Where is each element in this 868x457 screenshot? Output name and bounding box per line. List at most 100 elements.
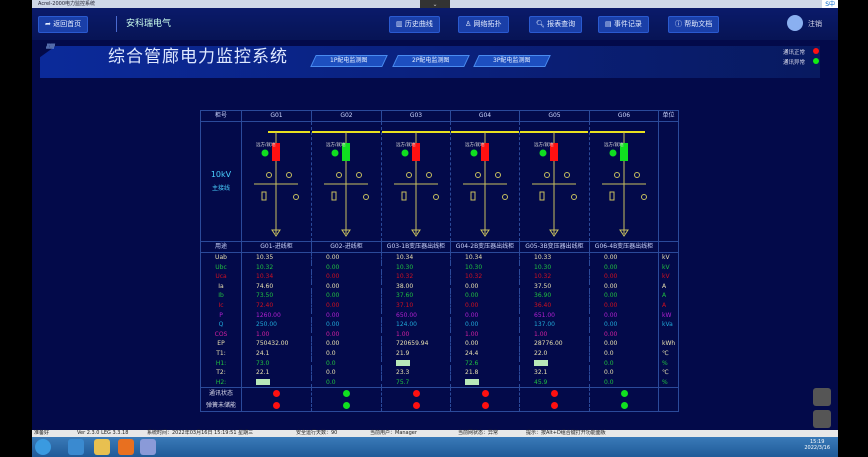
value-cell: 23.3: [381, 368, 451, 378]
value-cell: 0.0: [311, 368, 382, 378]
breaker-icon[interactable]: [342, 143, 350, 161]
start-button[interactable]: [35, 439, 51, 455]
purpose-cell: G03-1B变压器出线柜: [381, 241, 451, 253]
legend-label: 通讯正常: [783, 50, 806, 56]
diagram-svg: 远方/就地: [382, 131, 450, 237]
red-dot-icon: [273, 401, 280, 409]
ct-icon: [406, 172, 412, 178]
row-label: Ic: [200, 300, 242, 311]
header-label: 柜号: [200, 110, 242, 122]
unit-cell: kWh: [658, 339, 679, 349]
cabinet-header: G04: [450, 110, 520, 122]
red-dot-icon: [481, 401, 489, 409]
cabinet-header: G01: [241, 110, 312, 122]
ct-icon: [426, 172, 432, 178]
arrester-icon: [331, 191, 337, 201]
side-tool-button[interactable]: [813, 388, 831, 406]
ie-icon[interactable]: [68, 439, 84, 455]
media-icon[interactable]: [118, 439, 134, 455]
back-arrow-icon: ➦: [45, 20, 54, 28]
value-cell: 0.00: [589, 262, 659, 273]
breaker-icon[interactable]: [412, 143, 420, 161]
status-cell: [450, 387, 520, 400]
red-dot-icon: [412, 401, 420, 409]
value-cell: 10.33: [519, 252, 590, 263]
stripe-decoration: ////////: [46, 43, 55, 50]
value-cell: 0.00: [311, 262, 382, 273]
status-cell: [381, 387, 451, 400]
value-cell: 1.00: [241, 329, 312, 340]
value-cell: 24.1: [241, 348, 312, 359]
legend-label: 通讯异常: [783, 60, 806, 66]
value-cell: 0.00: [311, 320, 382, 330]
tab-3p[interactable]: 3P配电监测图: [473, 55, 551, 67]
folder-icon[interactable]: [94, 439, 110, 455]
event-log-button[interactable]: ▤ 事件记录: [598, 16, 649, 33]
bus-sub: 主接线: [211, 184, 230, 192]
value-cell: 10.30: [381, 262, 451, 273]
diagram-svg: 远方/就地: [590, 131, 647, 237]
value-cell: 28776.00: [519, 339, 590, 349]
meter-icon: [641, 194, 647, 200]
value-cell: 0.00: [450, 339, 520, 349]
cabinet-header: G06: [589, 110, 659, 122]
value-cell: 22.1: [241, 368, 312, 378]
purpose-label: 用途: [200, 241, 242, 253]
btn-label: 报表查询: [547, 20, 576, 28]
breaker-icon[interactable]: [620, 143, 628, 161]
value-cell: 0.00: [311, 339, 382, 349]
tab-2p[interactable]: 2P配电监测图: [392, 55, 470, 67]
report-query-button[interactable]: 🔍︎ 报表查询: [529, 16, 583, 33]
value-cell: 0.00: [450, 320, 520, 330]
load-arrow-icon: [619, 229, 629, 237]
breaker-icon[interactable]: [481, 143, 489, 161]
value-cell: 0.0: [589, 358, 659, 369]
breaker-icon[interactable]: [272, 143, 280, 161]
collapse-chevron-icon[interactable]: ⌄: [420, 0, 450, 10]
status-cell: [381, 399, 451, 412]
help-doc-button[interactable]: ⓘ 帮助文档: [668, 16, 720, 33]
breaker-icon[interactable]: [550, 143, 558, 161]
status-label: 通讯状态: [200, 387, 242, 400]
unit-cell: %: [658, 358, 679, 369]
red-dot-icon: [412, 390, 420, 398]
unit-cell: A: [658, 281, 679, 292]
tab-1p[interactable]: 1P配电监测图: [310, 55, 388, 67]
value-cell: 10.34: [381, 252, 451, 263]
value-cell: 0.0: [589, 368, 659, 378]
home-button[interactable]: ➦ 返回首页: [38, 16, 89, 33]
value-cell: 0.00: [589, 252, 659, 263]
remote-local-indicator: [331, 149, 339, 157]
cabinet-header: G05: [519, 110, 590, 122]
status-cell: [450, 399, 520, 412]
row-label: H2:: [200, 377, 242, 388]
value-cell: 0.00: [589, 281, 659, 292]
logout-button[interactable]: 注销: [808, 20, 822, 28]
status-label: 弹簧未储能: [200, 399, 242, 412]
value-cell: 74.60: [241, 281, 312, 292]
red-dot-icon: [273, 390, 280, 398]
green-dot-icon: [343, 390, 350, 398]
cabinet-header: G03: [381, 110, 451, 122]
red-dot-icon: [481, 390, 489, 398]
app-taskbar-icon[interactable]: [140, 439, 156, 455]
value-cell: 45.9: [519, 377, 590, 388]
avatar[interactable]: [787, 15, 803, 31]
status-cell: [519, 399, 590, 412]
history-curve-button[interactable]: ▥ 历史曲线: [389, 16, 440, 33]
value-cell: 73.0: [241, 358, 312, 369]
ime-toolbar[interactable]: S中: [822, 0, 838, 9]
network-topology-button[interactable]: ♙ 网络拓扑: [458, 16, 509, 33]
side-tool-button[interactable]: [813, 410, 831, 428]
purpose-cell: G02-进线柜: [311, 241, 382, 253]
highlight-box: [256, 379, 270, 386]
load-arrow-icon: [411, 229, 421, 237]
ct-icon: [495, 172, 501, 178]
status-cell: [589, 387, 659, 400]
status-time: 系统时间：2022年03月16日 15:19:51 星期三: [147, 430, 254, 436]
green-dot-icon: [812, 58, 819, 64]
value-cell: 750432.00: [241, 339, 312, 349]
green-dot-icon: [620, 401, 628, 409]
status-network: 当前网状态：异常: [458, 430, 499, 436]
value-cell: 0.00: [589, 272, 659, 282]
